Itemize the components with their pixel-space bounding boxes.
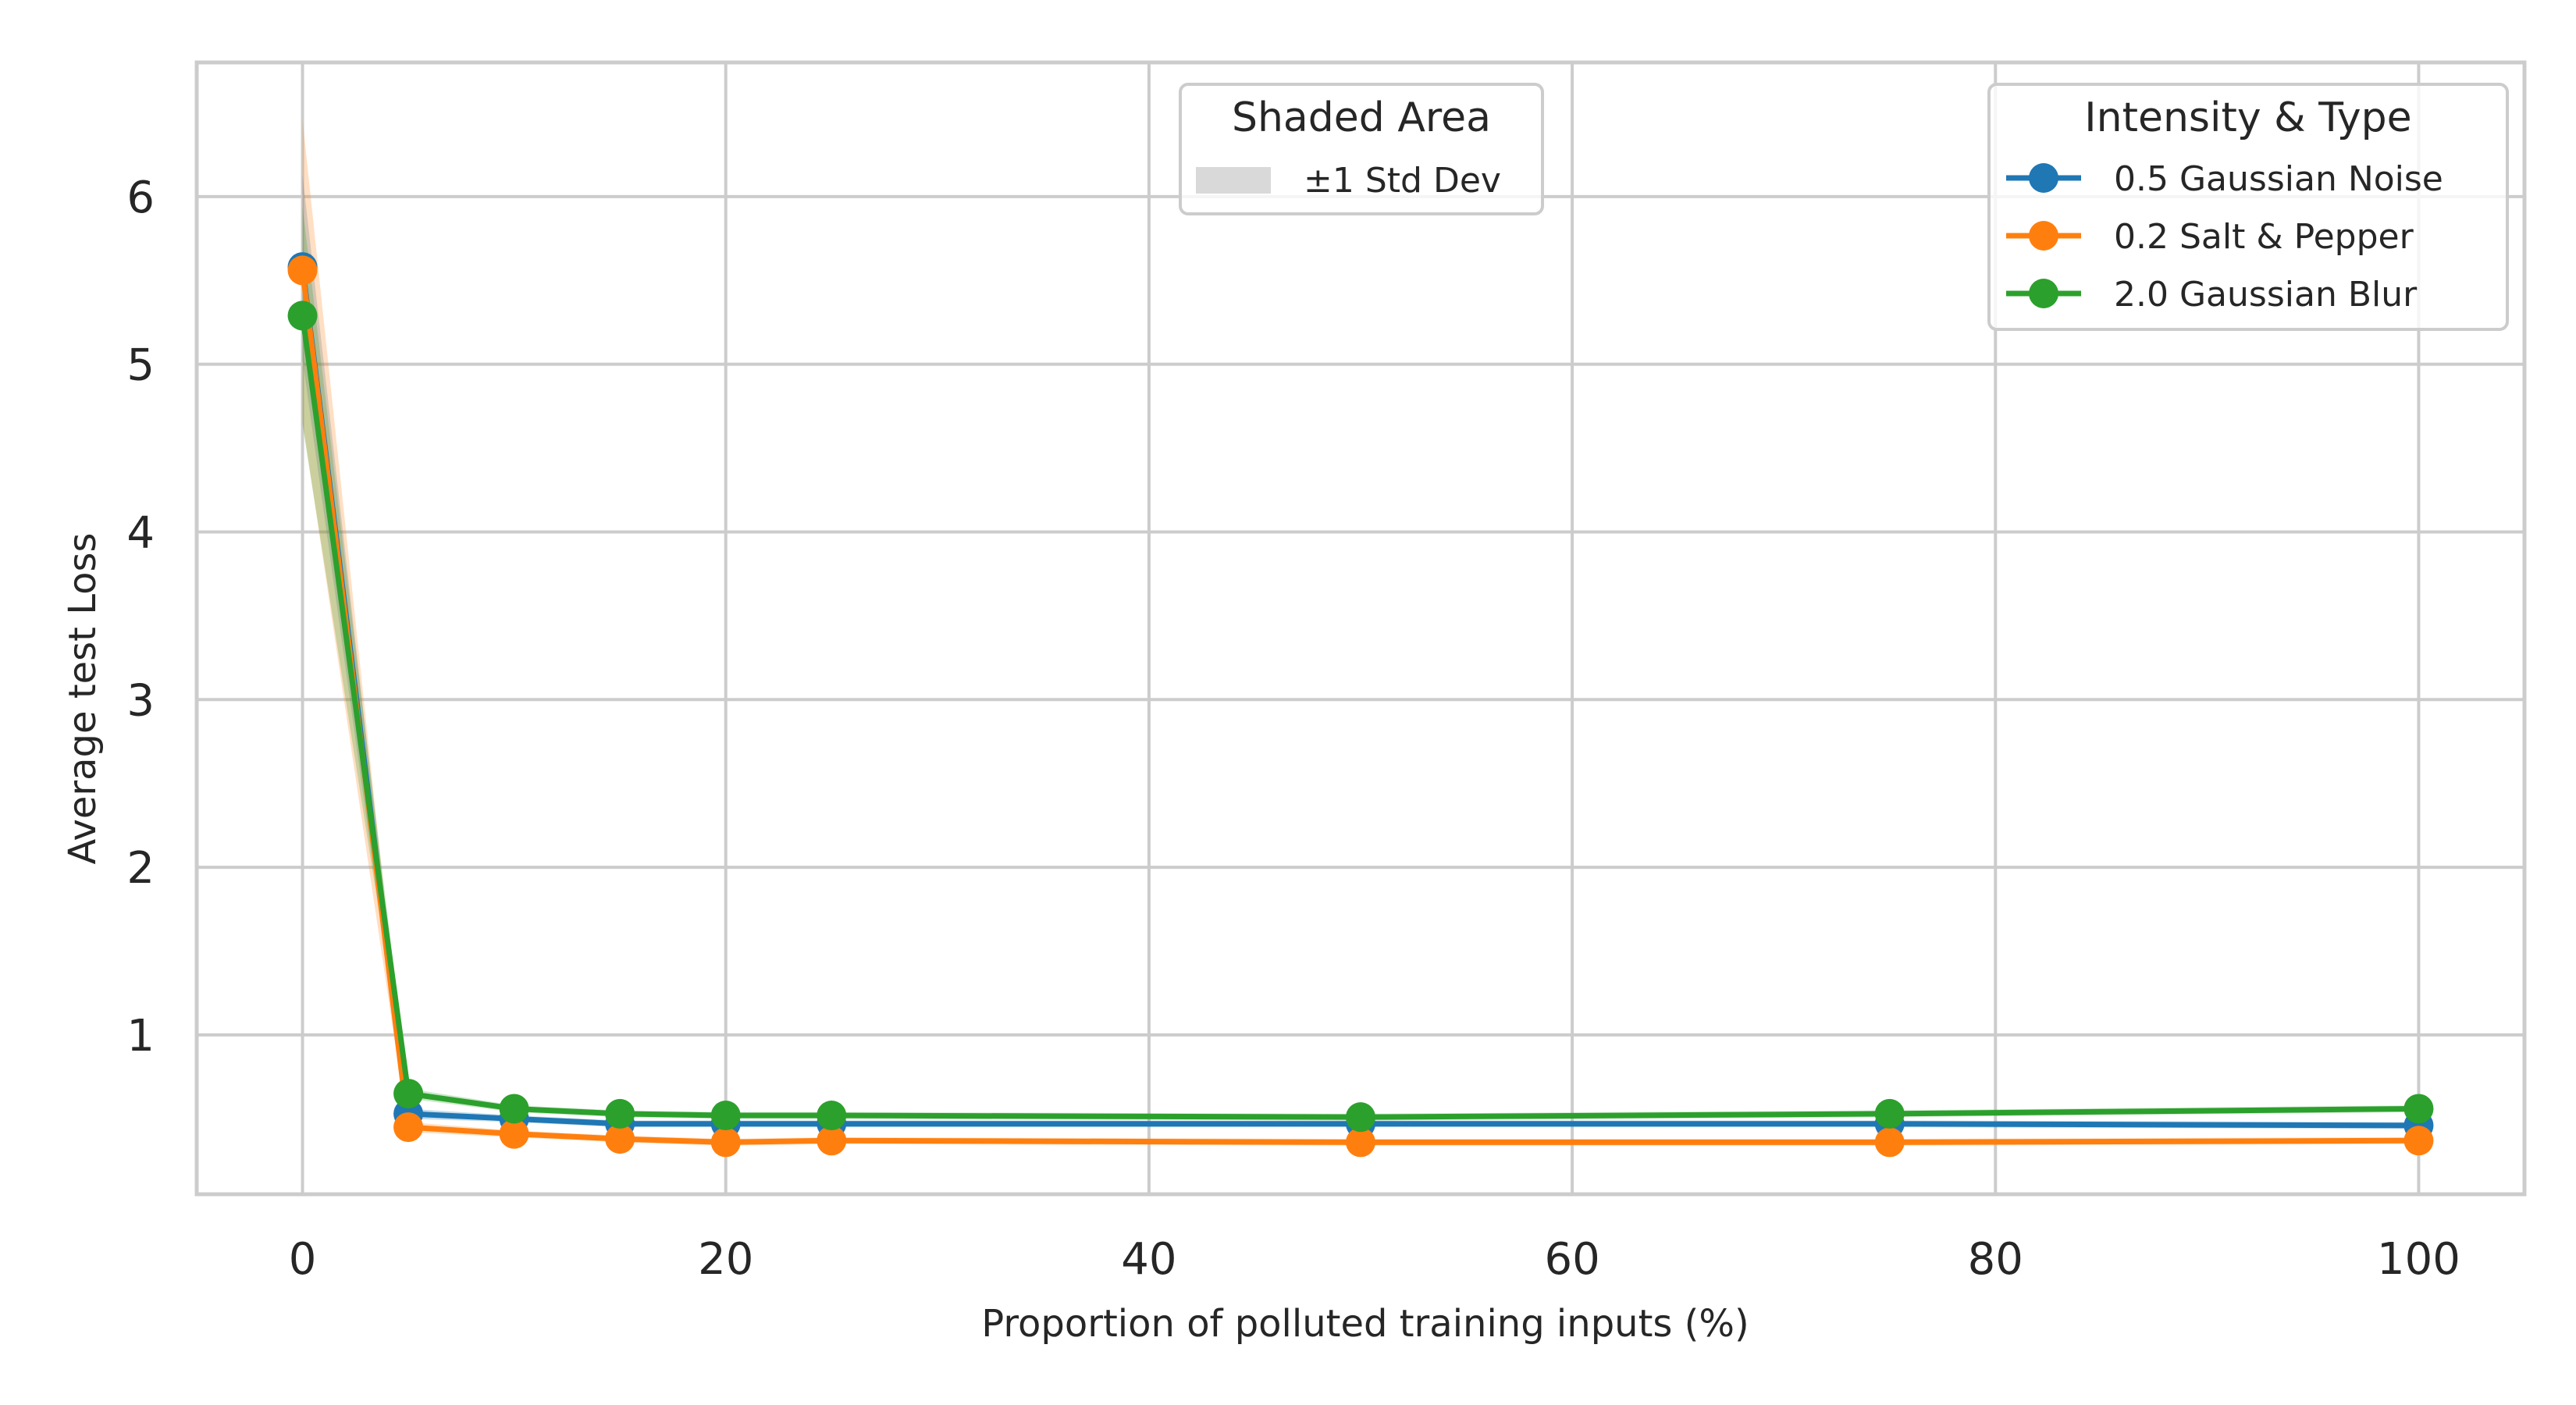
data-point-0-2-salt-pepper — [499, 1119, 529, 1149]
legend-entry-0-2-salt-pepper: 0.2 Salt & Pepper — [2006, 217, 2414, 257]
data-point-0-2-salt-pepper — [1346, 1127, 1375, 1158]
tick-labels: 0 20 40 60 80 100 1 2 3 4 5 6 — [126, 173, 2460, 1285]
x-tick-label: 0 — [289, 1234, 317, 1285]
data-point-0-2-salt-pepper — [287, 255, 318, 286]
legend-series-entries: 0.5 Gaussian Noise 0.2 Salt & Pepper 2.0 G… — [2006, 159, 2443, 315]
y-tick-label: 6 — [126, 173, 155, 223]
legend-marker-swatch — [2029, 163, 2058, 193]
data-point-0-2-salt-pepper — [393, 1112, 424, 1143]
data-point-0-2-salt-pepper — [817, 1126, 847, 1156]
x-tick-label: 100 — [2377, 1234, 2460, 1285]
legend-series-title: Intensity & Type — [2084, 94, 2411, 141]
y-tick-label: 2 — [126, 843, 155, 894]
x-tick-label: 40 — [1121, 1234, 1176, 1285]
legend-shaded-area: Shaded Area ±1 Std Dev — [1179, 83, 1544, 215]
x-tick-label: 20 — [698, 1234, 753, 1285]
plot-frame — [194, 60, 2527, 1197]
data-point-0-2-salt-pepper — [2403, 1126, 2434, 1156]
legend-series: Intensity & Type 0.5 Gaussian Noise 0.2 S… — [1987, 83, 2509, 331]
legend-marker-swatch — [2029, 221, 2058, 251]
legend-series-label: 0.2 Salt & Pepper — [2114, 217, 2414, 257]
y-tick-label: 5 — [126, 340, 155, 391]
y-tick-label: 3 — [126, 675, 155, 726]
data-point-2-0-gaussian-blur — [393, 1079, 424, 1109]
series-line-2-0-gaussian-blur — [300, 315, 2419, 1120]
legend-series-frame — [1987, 83, 2509, 331]
legend-series-label: 2.0 Gaussian Blur — [2114, 275, 2418, 315]
std-band-2-0-gaussian-blur — [302, 206, 2419, 1121]
data-point-0-2-salt-pepper — [605, 1124, 635, 1154]
series-lines — [300, 266, 2419, 1145]
data-point-2-0-gaussian-blur — [710, 1101, 741, 1131]
data-point-2-0-gaussian-blur — [817, 1101, 847, 1131]
x-tick-label: 60 — [1544, 1234, 1599, 1285]
legend-shaded-label: ±1 Std Dev — [1304, 161, 1501, 201]
data-point-2-0-gaussian-blur — [1874, 1098, 1905, 1129]
series-line-0-5-gaussian-noise — [300, 266, 2419, 1129]
data-point-2-0-gaussian-blur — [1346, 1102, 1375, 1133]
data-point-2-0-gaussian-blur — [2403, 1094, 2434, 1124]
data-point-0-2-salt-pepper — [1874, 1127, 1905, 1158]
y-tick-label: 1 — [126, 1011, 155, 1062]
legend-entry-0-5-gaussian-noise: 0.5 Gaussian Noise — [2006, 159, 2443, 199]
legend-series-label: 0.5 Gaussian Noise — [2114, 159, 2443, 199]
legend-marker-swatch — [2029, 279, 2058, 308]
legend-entry-2-0-gaussian-blur: 2.0 Gaussian Blur — [2006, 275, 2418, 315]
y-axis-label: Average test Loss — [61, 532, 105, 864]
x-tick-label: 80 — [1968, 1234, 2023, 1285]
legend-shaded-title: Shaded Area — [1232, 94, 1491, 141]
legend-shaded-swatch — [1196, 167, 1271, 194]
data-point-2-0-gaussian-blur — [499, 1094, 529, 1124]
series-markers — [287, 252, 2434, 1158]
x-axis-label: Proportion of polluted training inputs (… — [981, 1302, 1749, 1346]
data-point-2-0-gaussian-blur — [605, 1098, 635, 1129]
y-tick-label: 4 — [126, 507, 155, 558]
series-line-0-2-salt-pepper — [300, 269, 2419, 1145]
data-point-0-2-salt-pepper — [710, 1127, 741, 1158]
data-point-2-0-gaussian-blur — [287, 301, 318, 331]
